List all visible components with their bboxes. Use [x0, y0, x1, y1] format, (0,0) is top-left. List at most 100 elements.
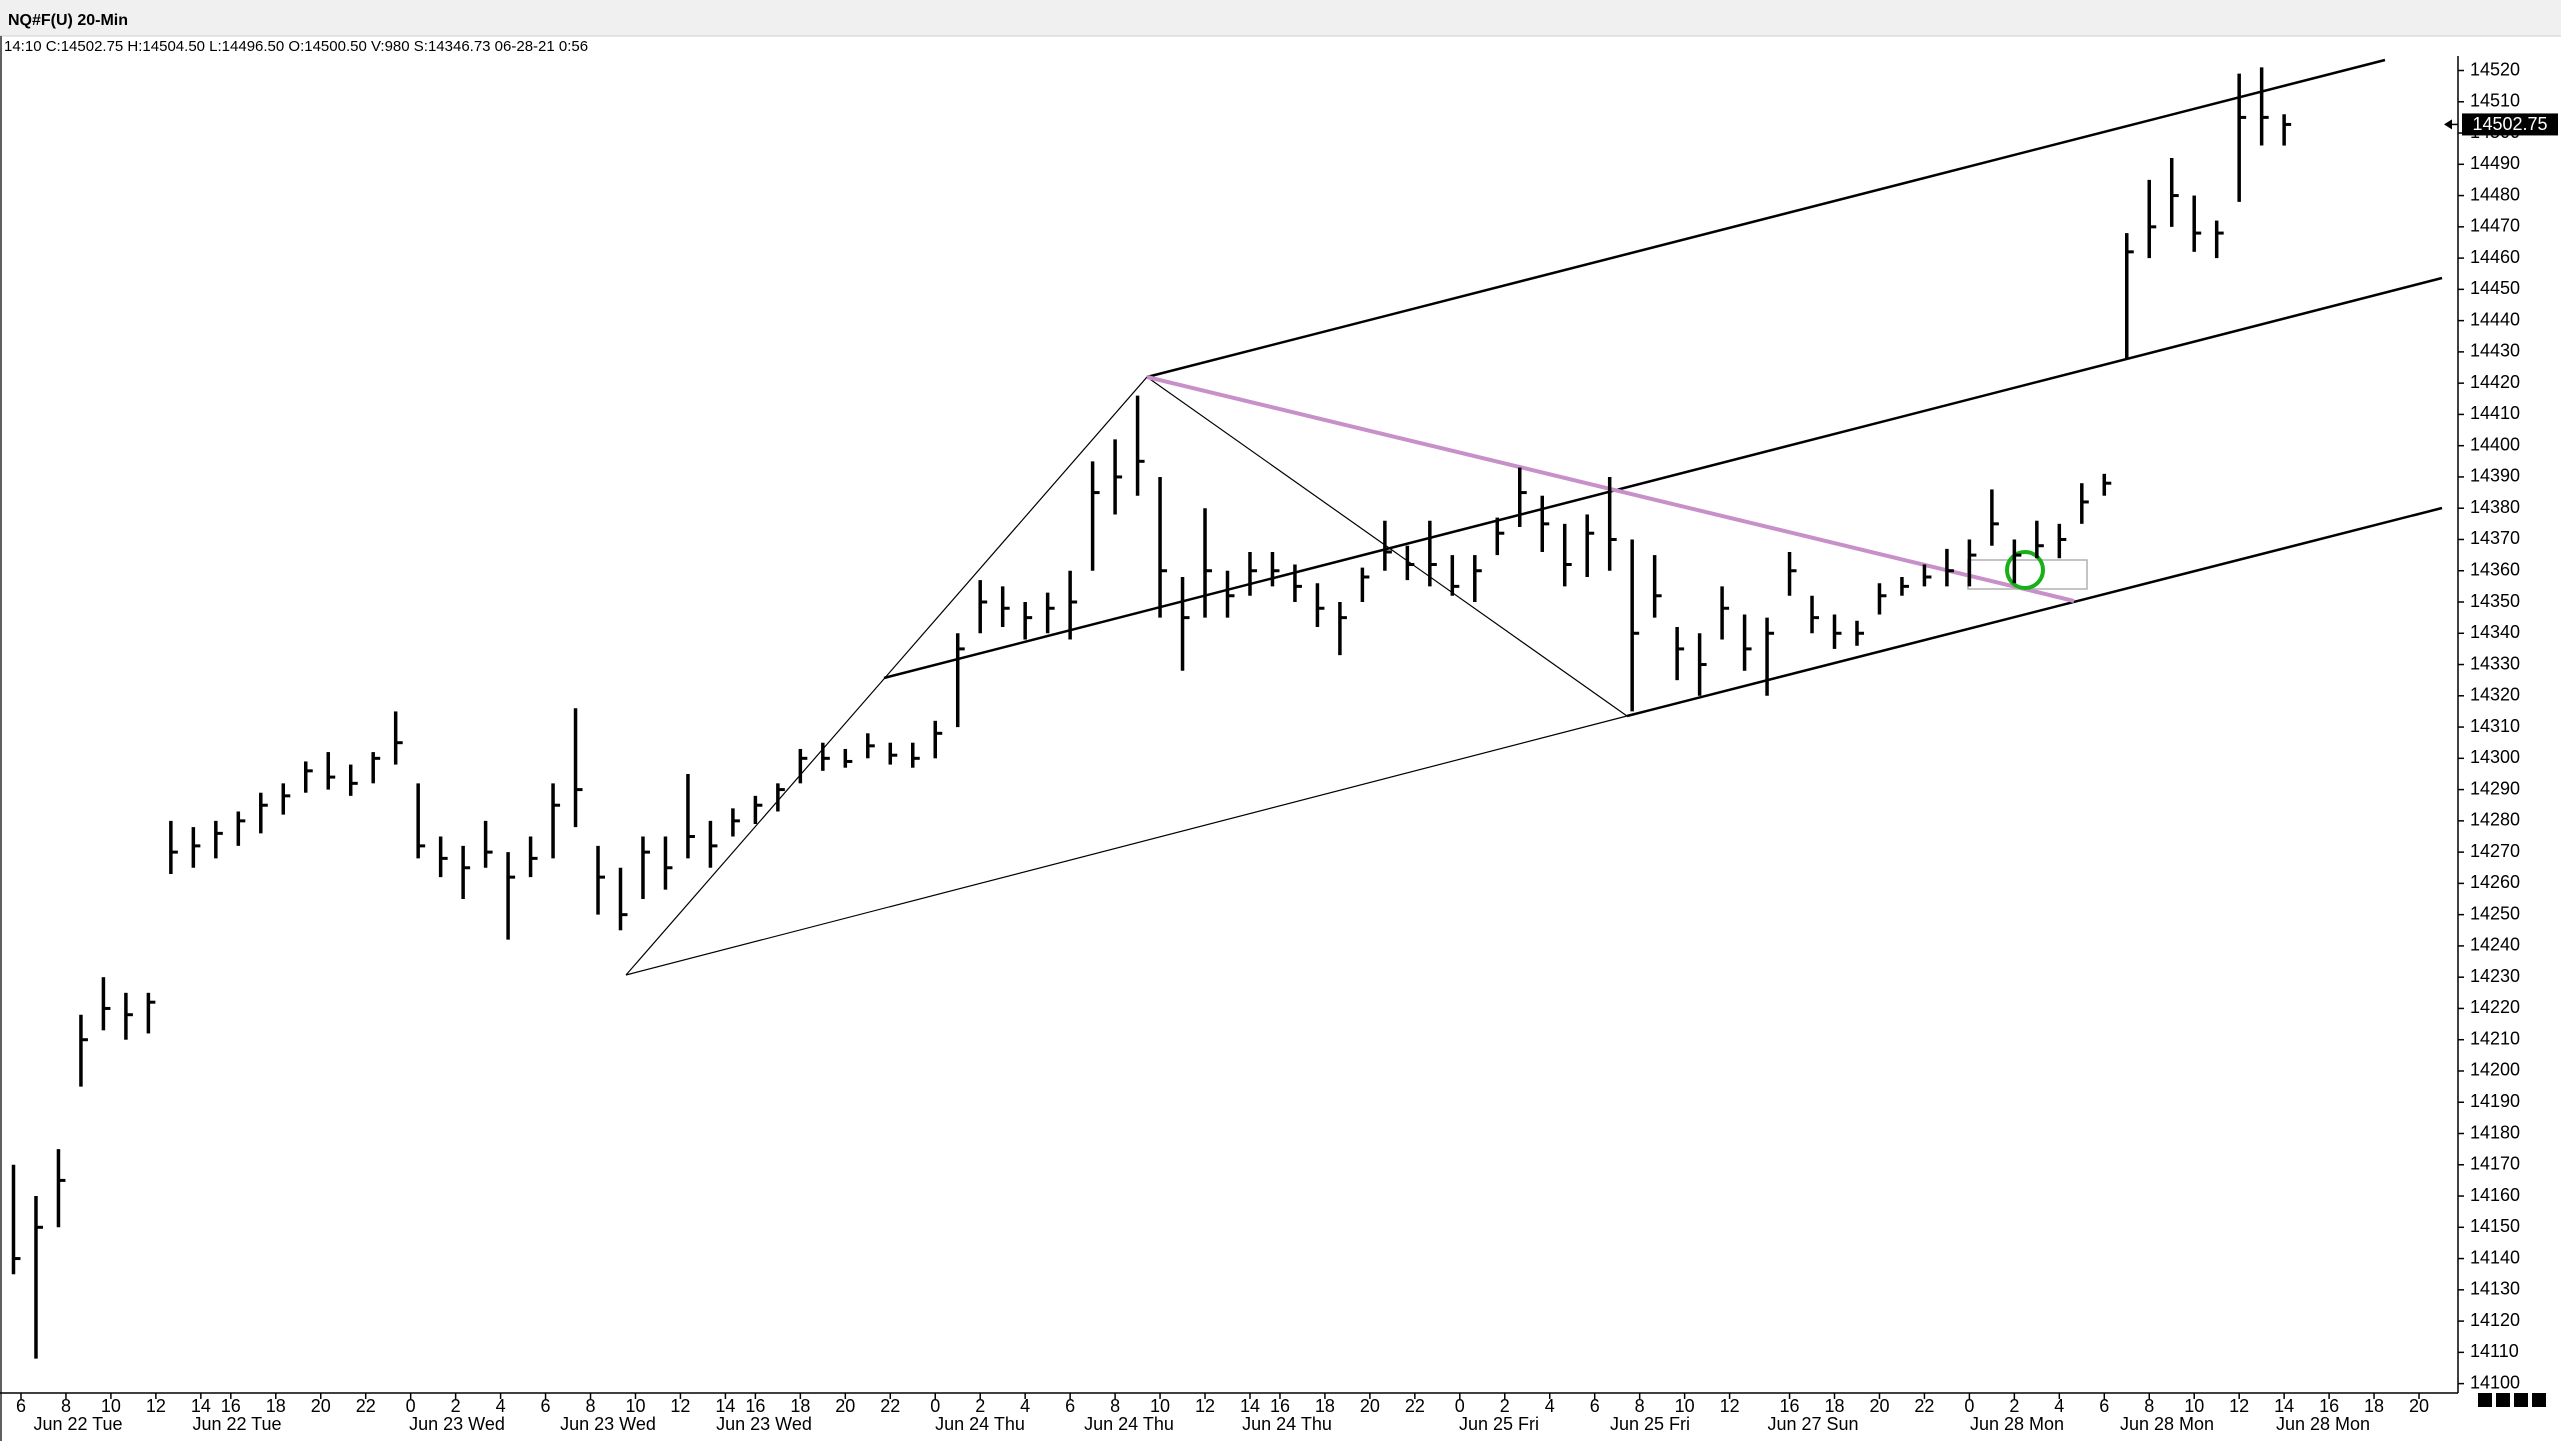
- x-tick-label: 0: [930, 1396, 940, 1416]
- title-bar: [0, 0, 2561, 36]
- x-tick-label: 6: [1590, 1396, 1600, 1416]
- x-tick-label: 6: [2099, 1396, 2109, 1416]
- y-tick-label: 14470: [2470, 216, 2520, 236]
- y-tick-label: 14300: [2470, 747, 2520, 767]
- x-tick-label: 12: [2229, 1396, 2249, 1416]
- x-tick-label: 20: [1869, 1396, 1889, 1416]
- icon: [2496, 1393, 2510, 1407]
- day-label: Jun 24 Thu: [935, 1414, 1025, 1434]
- x-tick-label: 8: [61, 1396, 71, 1416]
- y-tick-label: 14310: [2470, 716, 2520, 736]
- x-tick-label: 10: [1150, 1396, 1170, 1416]
- toolbar-icons: [2478, 1393, 2546, 1407]
- x-tick-label: 18: [1824, 1396, 1844, 1416]
- pivot-line: [625, 376, 1148, 976]
- x-tick-label: 22: [1914, 1396, 1934, 1416]
- y-tick-label: 14460: [2470, 247, 2520, 267]
- x-tick-label: 12: [670, 1396, 690, 1416]
- x-tick-label: 6: [541, 1396, 551, 1416]
- signal-circle: [2005, 550, 2045, 590]
- y-tick-label: 14430: [2470, 341, 2520, 361]
- day-label: Jun 23 Wed: [409, 1414, 505, 1434]
- y-tick-label: 14410: [2470, 403, 2520, 423]
- x-tick-label: 16: [745, 1396, 765, 1416]
- x-tick-label: 6: [16, 1396, 26, 1416]
- day-label: Jun 23 Wed: [716, 1414, 812, 1434]
- x-tick-label: 4: [2054, 1396, 2064, 1416]
- x-tick-label: 6: [1065, 1396, 1075, 1416]
- x-tick-label: 12: [1720, 1396, 1740, 1416]
- x-tick-label: 10: [625, 1396, 645, 1416]
- x-tick-label: 20: [1360, 1396, 1380, 1416]
- x-tick-label: 4: [1020, 1396, 1030, 1416]
- icon: [2532, 1393, 2546, 1407]
- x-tick-label: 2: [451, 1396, 461, 1416]
- day-label: Jun 24 Thu: [1084, 1414, 1174, 1434]
- y-tick-label: 14350: [2470, 591, 2520, 611]
- day-label: Jun 25 Fri: [1459, 1414, 1539, 1434]
- lower-fork-line: [1626, 506, 2443, 718]
- x-tick-label: 20: [835, 1396, 855, 1416]
- y-tick-label: 14150: [2470, 1216, 2520, 1236]
- x-tick-label: 8: [1110, 1396, 1120, 1416]
- y-tick-label: 14100: [2470, 1372, 2520, 1392]
- price-arrow: [2444, 119, 2452, 130]
- last-price-box: [2462, 113, 2558, 136]
- x-tick-label: 2: [1500, 1396, 1510, 1416]
- y-tick-label: 14120: [2470, 1310, 2520, 1330]
- day-label: Jun 28 Mon: [2276, 1414, 2370, 1434]
- y-tick-label: 14380: [2470, 497, 2520, 517]
- x-tick-label: 16: [221, 1396, 241, 1416]
- x-tick-label: 18: [266, 1396, 286, 1416]
- y-tick-label: 14390: [2470, 466, 2520, 486]
- price-bars: [11, 67, 2292, 1359]
- y-tick-label: 14270: [2470, 841, 2520, 861]
- x-tick-label: 14: [2274, 1396, 2294, 1416]
- x-tick-label: 20: [2409, 1396, 2429, 1416]
- x-tick-label: 12: [146, 1396, 166, 1416]
- x-tick-label: 8: [1635, 1396, 1645, 1416]
- y-tick-label: 14200: [2470, 1060, 2520, 1080]
- day-label: Jun 28 Mon: [1970, 1414, 2064, 1434]
- x-tick-label: 4: [1545, 1396, 1555, 1416]
- x-tick-label: 14: [1240, 1396, 1260, 1416]
- day-label: Jun 28 Mon: [2120, 1414, 2214, 1434]
- x-tick-label: 18: [2364, 1396, 2384, 1416]
- y-tick-label: 14340: [2470, 622, 2520, 642]
- pivot-line: [625, 715, 1628, 976]
- x-tick-label: 18: [790, 1396, 810, 1416]
- x-tick-label: 16: [2319, 1396, 2339, 1416]
- y-tick-label: 14400: [2470, 434, 2520, 454]
- y-tick-label: 14450: [2470, 278, 2520, 298]
- y-tick-label: 14280: [2470, 810, 2520, 830]
- y-tick-label: 14210: [2470, 1028, 2520, 1048]
- day-label: Jun 22 Tue: [192, 1414, 281, 1434]
- day-label: Jun 22 Tue: [33, 1414, 122, 1434]
- icon: [2478, 1393, 2492, 1407]
- y-tick-label: 14250: [2470, 903, 2520, 923]
- y-tick-label: 14290: [2470, 778, 2520, 798]
- x-tick-label: 0: [406, 1396, 416, 1416]
- y-tick-label: 14190: [2470, 1091, 2520, 1111]
- y-tick-label: 14160: [2470, 1185, 2520, 1205]
- y-tick-label: 14440: [2470, 309, 2520, 329]
- x-tick-label: 0: [1964, 1396, 1974, 1416]
- y-tick-label: 14180: [2470, 1122, 2520, 1142]
- y-tick-label: 14510: [2470, 91, 2520, 111]
- pitchfork-drawing: [625, 58, 2443, 976]
- y-tick-label: 14320: [2470, 685, 2520, 705]
- y-tick-label: 14130: [2470, 1279, 2520, 1299]
- x-tick-label: 22: [880, 1396, 900, 1416]
- icon: [2514, 1393, 2528, 1407]
- y-tick-label: 14520: [2470, 59, 2520, 79]
- x-tick-label: 2: [2009, 1396, 2019, 1416]
- pivot-line: [1146, 376, 1628, 717]
- x-tick-label: 12: [1195, 1396, 1215, 1416]
- y-tick-label: 14260: [2470, 872, 2520, 892]
- x-tick-label: 8: [2144, 1396, 2154, 1416]
- y-tick-label: 14330: [2470, 653, 2520, 673]
- x-tick-label: 22: [1405, 1396, 1425, 1416]
- last-price-label: 14502.75: [2472, 114, 2547, 134]
